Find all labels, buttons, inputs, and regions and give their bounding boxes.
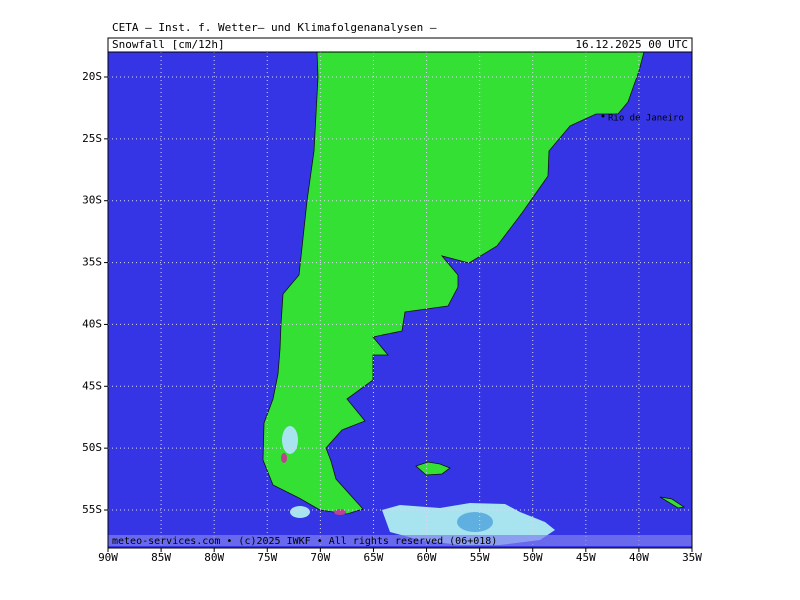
header-title: CETA — Inst. f. Wetter— und Klimafolgena… bbox=[112, 21, 437, 34]
x-tick-label: 55W bbox=[470, 551, 490, 564]
y-tick-label: 25S bbox=[82, 132, 102, 145]
x-tick-label: 45W bbox=[576, 551, 596, 564]
product: Snowfall [cm/12h] bbox=[112, 38, 225, 51]
valid-time: 16.12.2025 00 UTC bbox=[575, 38, 688, 51]
city-marker bbox=[601, 114, 605, 118]
x-tick-label: 85W bbox=[151, 551, 171, 564]
land bbox=[262, 51, 645, 515]
falklands bbox=[415, 461, 451, 476]
x-tick-label: 50W bbox=[523, 551, 543, 564]
y-tick-label: 35S bbox=[82, 256, 102, 269]
x-tick-label: 70W bbox=[310, 551, 330, 564]
y-tick-label: 20S bbox=[82, 70, 102, 83]
x-tick-label: 60W bbox=[417, 551, 437, 564]
y-tick-label: 55S bbox=[82, 503, 102, 516]
x-tick-label: 80W bbox=[204, 551, 224, 564]
y-tick-label: 30S bbox=[82, 194, 102, 207]
south-georgia bbox=[659, 496, 686, 509]
y-tick-label: 45S bbox=[82, 379, 102, 392]
footer: meteo-services.com • (c)2025 IWKF • All … bbox=[112, 536, 497, 547]
y-tick-label: 50S bbox=[82, 441, 102, 454]
map-frame bbox=[107, 51, 693, 549]
x-tick-label: 90W bbox=[98, 551, 118, 564]
snow-area bbox=[282, 426, 555, 545]
city-label: Rio de Janeiro bbox=[608, 114, 684, 124]
x-tick-label: 65W bbox=[364, 551, 384, 564]
x-tick-label: 40W bbox=[629, 551, 649, 564]
x-tick-label: 35W bbox=[682, 551, 702, 564]
x-tick-label: 75W bbox=[257, 551, 277, 564]
y-tick-label: 40S bbox=[82, 317, 102, 330]
footer-band bbox=[108, 535, 692, 546]
